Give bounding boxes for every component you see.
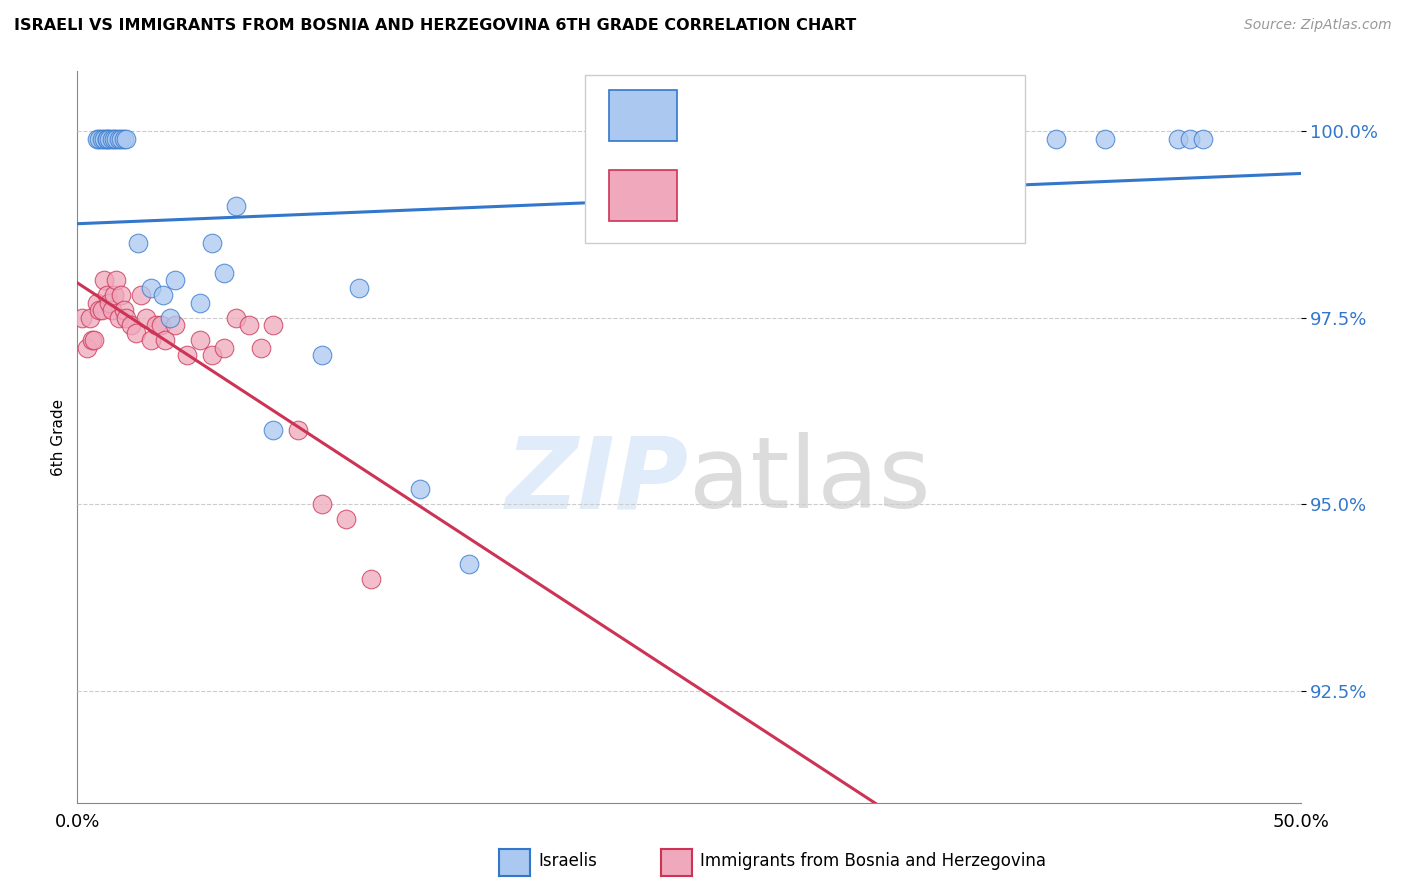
Point (995, 131, 1018, 145)
Point (86, 131, 108, 145)
Point (1045, 131, 1067, 145)
Point (287, 423, 309, 437)
Point (165, 318, 187, 332)
Point (79, 310, 101, 325)
Point (152, 288, 174, 302)
Text: Israelis: Israelis (538, 852, 598, 870)
Point (800, 131, 823, 145)
Point (201, 348, 224, 362)
Point (112, 131, 135, 145)
Text: Source: ZipAtlas.com: Source: ZipAtlas.com (1244, 18, 1392, 32)
Point (89, 303, 111, 318)
Point (105, 273, 128, 287)
Point (89, 131, 111, 145)
Point (96, 288, 118, 302)
Point (360, 572, 382, 586)
Point (176, 348, 198, 362)
Point (159, 310, 181, 325)
Point (139, 281, 162, 295)
Point (409, 483, 432, 497)
Point (145, 318, 167, 332)
Point (93, 131, 115, 145)
FancyBboxPatch shape (609, 89, 676, 141)
Point (115, 310, 138, 325)
Point (83, 333, 105, 347)
Text: ZIP: ZIP (506, 433, 689, 530)
Point (1094, 131, 1116, 145)
Point (90, 303, 112, 318)
Text: atlas: atlas (689, 433, 931, 530)
Point (103, 131, 125, 145)
Point (110, 288, 132, 302)
Text: ISRAELI VS IMMIGRANTS FROM BOSNIA AND HERZEGOVINA 6TH GRADE CORRELATION CHART: ISRAELI VS IMMIGRANTS FROM BOSNIA AND HE… (14, 18, 856, 33)
Point (311, 497, 333, 511)
Point (1191, 131, 1213, 145)
Point (139, 333, 162, 347)
Point (105, 131, 128, 145)
Point (108, 131, 131, 145)
Point (188, 295, 211, 310)
Point (678, 131, 700, 145)
FancyBboxPatch shape (585, 75, 1025, 244)
Point (238, 318, 260, 332)
Point (1180, 131, 1202, 145)
Point (335, 512, 357, 526)
Point (86, 295, 108, 310)
Point (110, 131, 132, 145)
Point (112, 303, 135, 318)
Point (135, 310, 157, 325)
Point (201, 235, 224, 250)
FancyBboxPatch shape (609, 170, 676, 221)
Point (165, 273, 187, 287)
Text: Immigrants from Bosnia and Herzegovina: Immigrants from Bosnia and Herzegovina (700, 852, 1046, 870)
Point (96, 131, 118, 145)
Y-axis label: 6th Grade: 6th Grade (51, 399, 66, 475)
Point (76, 341, 98, 355)
Point (103, 288, 125, 302)
Point (127, 235, 149, 250)
Text: R =  0.291   N = 39: R = 0.291 N = 39 (695, 186, 880, 204)
Point (188, 333, 211, 347)
Text: R = 0.408   N = 36: R = 0.408 N = 36 (695, 104, 873, 123)
Point (212, 341, 235, 355)
Point (115, 131, 138, 145)
Point (129, 288, 152, 302)
Point (212, 266, 235, 280)
Point (225, 310, 247, 325)
Point (108, 310, 131, 325)
Point (262, 423, 284, 437)
Point (70, 310, 93, 325)
Point (100, 131, 122, 145)
Point (311, 348, 333, 362)
Point (347, 281, 370, 295)
Point (98, 131, 121, 145)
Point (250, 341, 273, 355)
Point (93, 273, 115, 287)
Point (225, 199, 247, 213)
Point (90, 131, 112, 145)
Point (80, 333, 103, 347)
Point (1167, 131, 1189, 145)
Point (120, 318, 142, 332)
Point (96, 131, 118, 145)
Point (98, 295, 121, 310)
Point (457, 557, 479, 571)
Point (262, 318, 284, 332)
Point (149, 318, 172, 332)
Point (125, 326, 148, 340)
Point (100, 303, 122, 318)
Point (155, 333, 177, 347)
